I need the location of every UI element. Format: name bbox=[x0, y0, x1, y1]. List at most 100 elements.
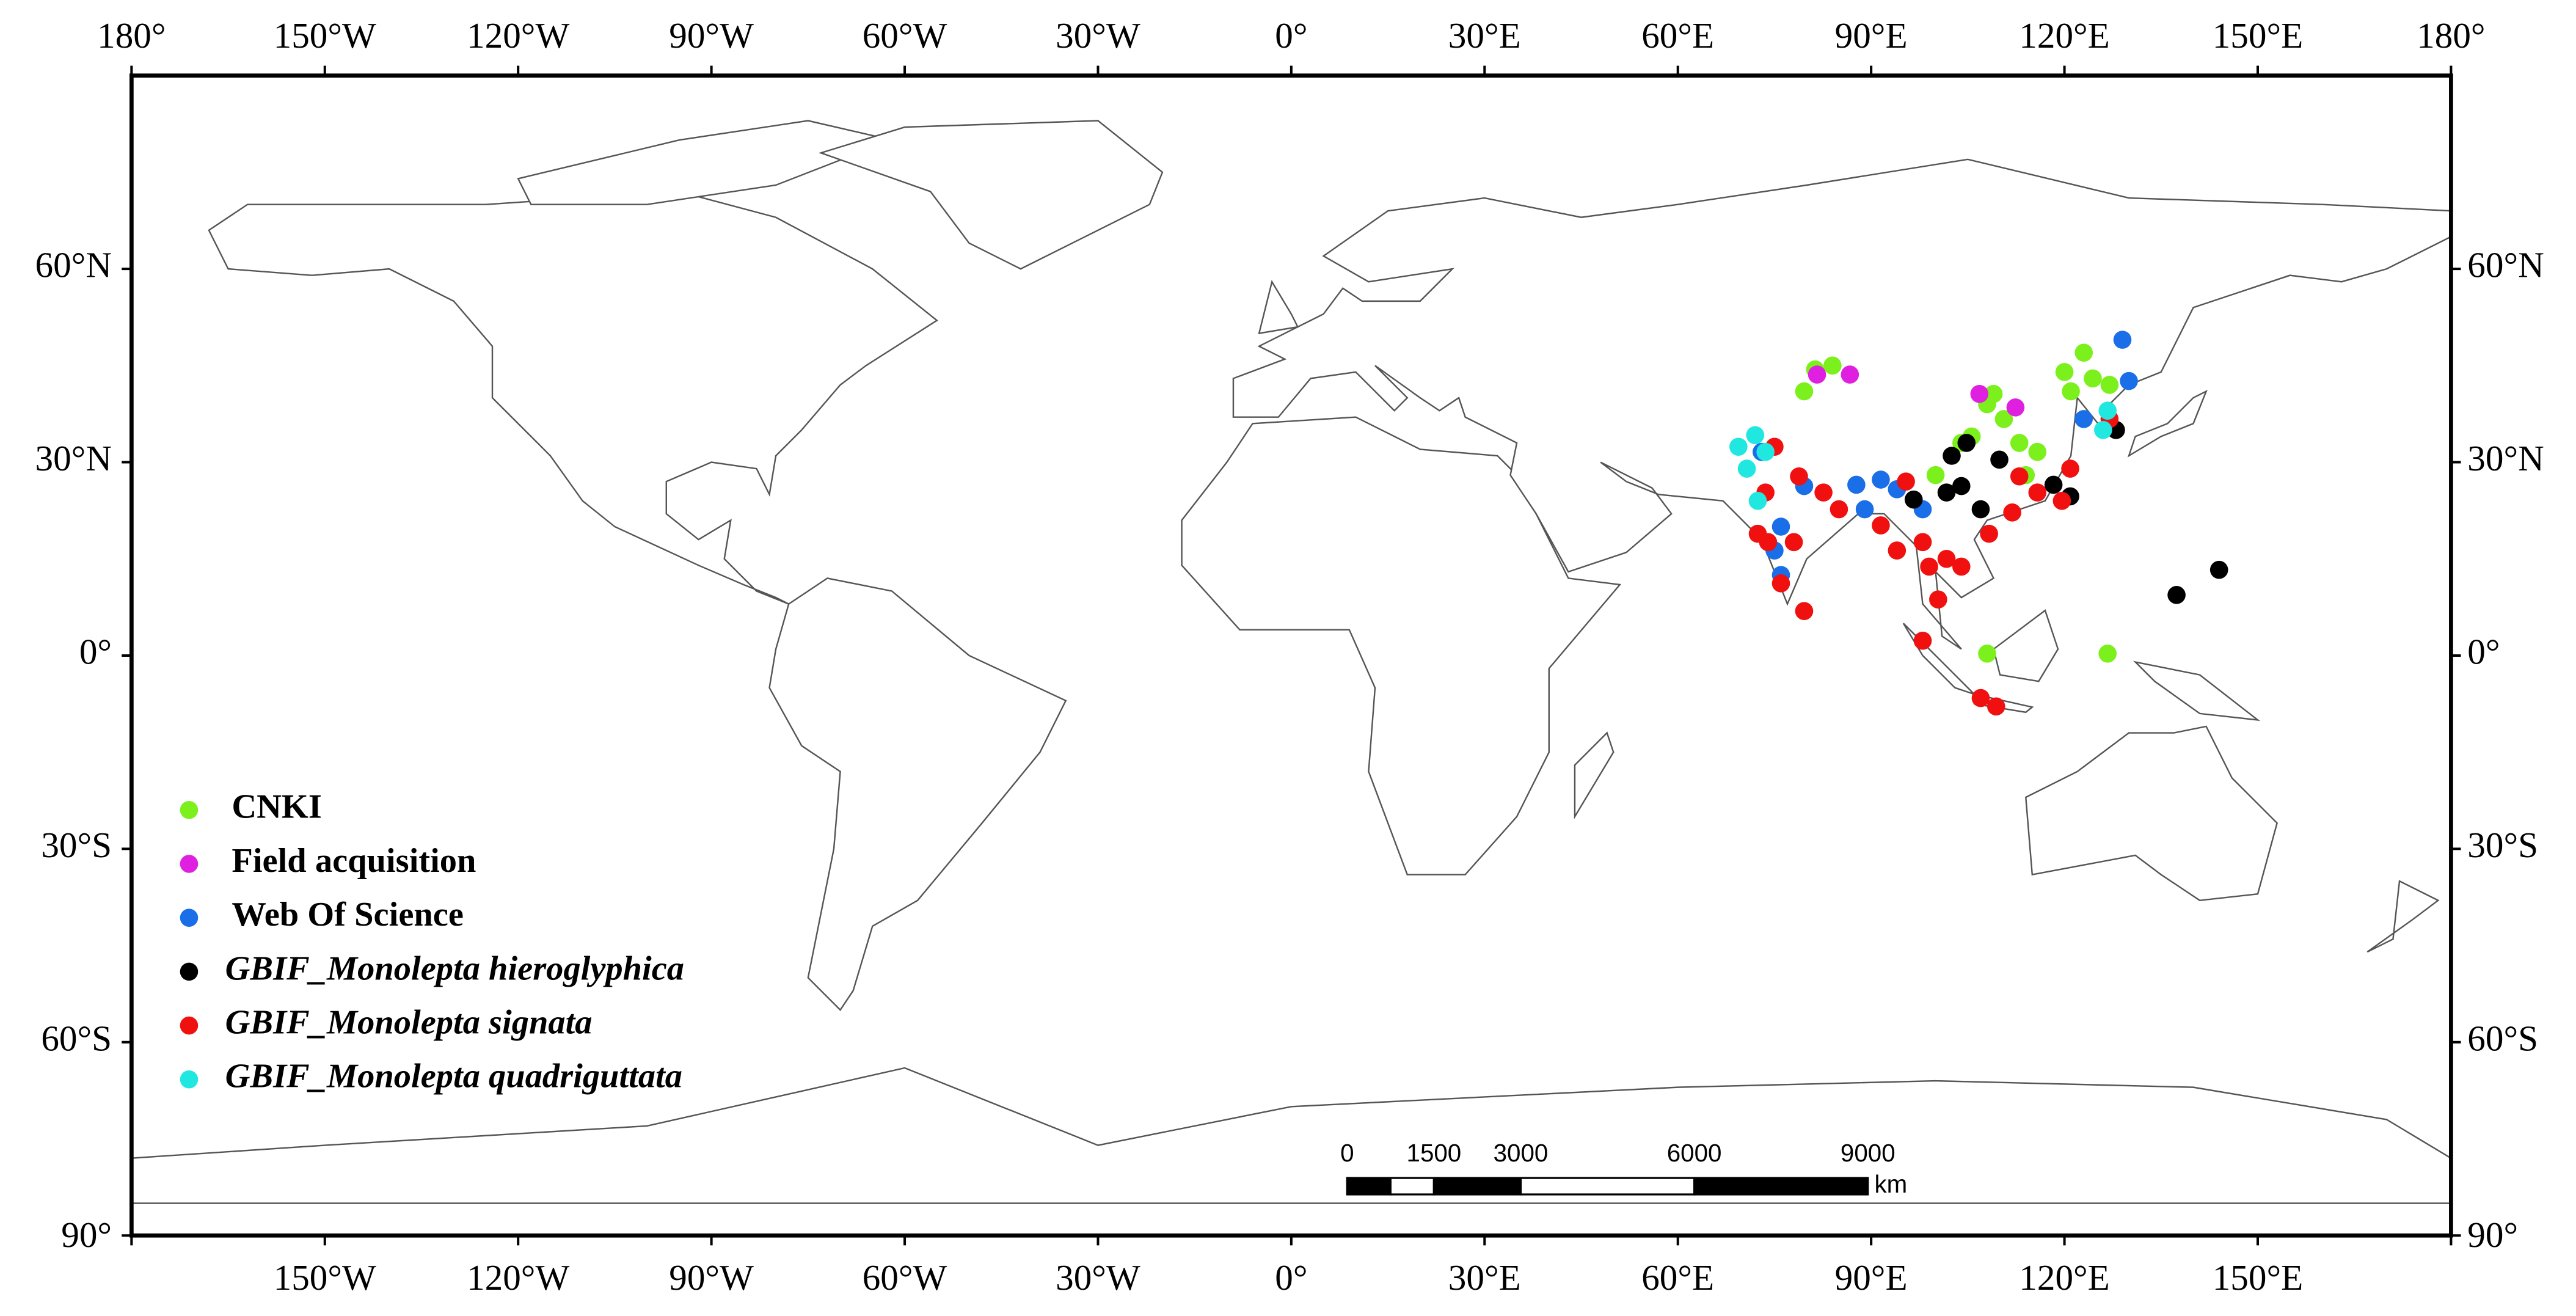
occurrence-point bbox=[1937, 549, 1956, 568]
scale-segment bbox=[1432, 1177, 1522, 1196]
occurrence-point bbox=[2028, 442, 2047, 461]
x-tick-label-bottom: 120°W bbox=[467, 1257, 569, 1298]
legend-marker bbox=[180, 855, 199, 873]
occurrence-point bbox=[2010, 434, 2029, 452]
occurrence-point bbox=[1855, 500, 1874, 519]
legend-label: CNKI bbox=[232, 788, 321, 826]
landmass bbox=[2133, 660, 2261, 722]
occurrence-point bbox=[2028, 483, 2047, 502]
x-tick-label-top: 60°W bbox=[863, 15, 947, 56]
occurrence-point bbox=[1970, 384, 1989, 403]
occurrence-point bbox=[2098, 401, 2117, 420]
legend-marker bbox=[180, 1016, 199, 1035]
occurrence-point bbox=[1808, 365, 1826, 384]
occurrence-point bbox=[1830, 500, 1848, 519]
landmass bbox=[2025, 725, 2278, 902]
scale-unit: km bbox=[1875, 1170, 1908, 1198]
y-tick-label-right: 0° bbox=[2467, 632, 2500, 672]
occurrence-point bbox=[1971, 689, 1990, 707]
occurrence-point bbox=[2044, 475, 2063, 494]
scale-segment bbox=[1519, 1177, 1696, 1196]
x-tick-label-top: 120°E bbox=[2019, 15, 2110, 56]
occurrence-point bbox=[2006, 398, 2025, 417]
occurrence-point bbox=[2074, 343, 2093, 362]
y-tick-label-left: 90° bbox=[61, 1215, 112, 1255]
occurrence-point bbox=[1795, 382, 1814, 401]
occurrence-point bbox=[1984, 384, 2003, 403]
scale-label: 1500 bbox=[1407, 1139, 1462, 1167]
occurrence-point bbox=[1943, 447, 1961, 465]
landmass bbox=[2127, 390, 2208, 458]
occurrence-point bbox=[1771, 574, 1790, 593]
x-tick-label-top: 90°E bbox=[1835, 15, 1908, 56]
scale-label: 0 bbox=[1340, 1139, 1354, 1167]
occurrence-point bbox=[2061, 459, 2079, 478]
occurrence-point bbox=[2010, 467, 2029, 486]
scale-label: 3000 bbox=[1494, 1139, 1549, 1167]
occurrence-point bbox=[1929, 590, 1947, 609]
occurrence-point bbox=[2003, 503, 2021, 522]
occurrence-point bbox=[2062, 382, 2080, 401]
occurrence-point bbox=[2120, 371, 2138, 390]
scale-segment bbox=[1389, 1177, 1435, 1196]
occurrence-point bbox=[1897, 472, 1915, 491]
x-tick-label-top: 120°W bbox=[467, 15, 569, 56]
landmass bbox=[208, 191, 938, 605]
occurrence-point bbox=[1913, 631, 1932, 650]
occurrence-point bbox=[2052, 492, 2071, 510]
legend-label: GBIF_Monolepta hieroglyphica bbox=[225, 949, 684, 987]
landmass bbox=[768, 577, 1067, 1011]
x-tick-label-bottom: 30°W bbox=[1056, 1257, 1140, 1298]
occurrence-point bbox=[1994, 410, 2013, 428]
occurrence-point bbox=[1841, 365, 1859, 384]
y-tick-label-left: 0° bbox=[79, 632, 112, 672]
landmass bbox=[517, 120, 895, 205]
y-tick-label-left: 30°N bbox=[35, 438, 112, 478]
occurrence-point bbox=[1872, 470, 1890, 489]
y-tick-label-right: 30°S bbox=[2467, 825, 2538, 865]
occurrence-point bbox=[1814, 483, 1833, 502]
landmass bbox=[1993, 609, 2059, 682]
legend-label: Field acquisition bbox=[232, 842, 476, 880]
scale-segment bbox=[1346, 1177, 1392, 1196]
x-tick-label-top: 60°E bbox=[1641, 15, 1714, 56]
x-tick-label-bottom: 90°E bbox=[1835, 1257, 1908, 1298]
occurrence-point bbox=[1771, 517, 1790, 536]
occurrence-point bbox=[1784, 533, 1803, 552]
scale-segment bbox=[1693, 1177, 1869, 1196]
x-tick-label-bottom: 60°W bbox=[863, 1257, 947, 1298]
occurrence-point bbox=[2209, 560, 2228, 579]
land-layer bbox=[131, 120, 2452, 1204]
occurrence-point bbox=[1888, 541, 1906, 560]
occurrence-point bbox=[1920, 557, 1938, 576]
occurrence-point bbox=[1952, 477, 1971, 495]
occurrence-point bbox=[2167, 586, 2186, 604]
landmass bbox=[1574, 731, 1615, 820]
occurrence-point bbox=[1746, 426, 1765, 445]
y-tick-label-left: 60°N bbox=[35, 245, 112, 285]
legend-marker bbox=[180, 1070, 199, 1089]
occurrence-point bbox=[1823, 356, 1842, 375]
occurrence-point bbox=[1957, 434, 1976, 452]
landmass bbox=[1232, 158, 2452, 650]
occurrence-point bbox=[1729, 437, 1748, 456]
legend-marker bbox=[180, 908, 199, 927]
landmass bbox=[819, 120, 1164, 270]
x-tick-label-bottom: 150°E bbox=[2213, 1257, 2304, 1298]
occurrence-point bbox=[1904, 490, 1923, 509]
legend-marker bbox=[180, 800, 199, 819]
y-tick-label-right: 60°S bbox=[2467, 1018, 2538, 1058]
occurrence-point bbox=[1952, 557, 1971, 576]
legend-label: GBIF_Monolepta signata bbox=[225, 1004, 593, 1042]
x-tick-label-top: 0° bbox=[1275, 15, 1307, 56]
x-tick-label-top: 150°W bbox=[274, 15, 376, 56]
occurrence-point bbox=[2100, 376, 2119, 394]
x-tick-label-bottom: 0° bbox=[1275, 1257, 1307, 1298]
occurrence-point bbox=[1913, 533, 1932, 552]
landmass bbox=[1181, 416, 1622, 876]
occurrence-point bbox=[2074, 410, 2093, 428]
occurrence-point bbox=[1748, 492, 1767, 510]
y-tick-label-right: 60°N bbox=[2467, 245, 2544, 285]
